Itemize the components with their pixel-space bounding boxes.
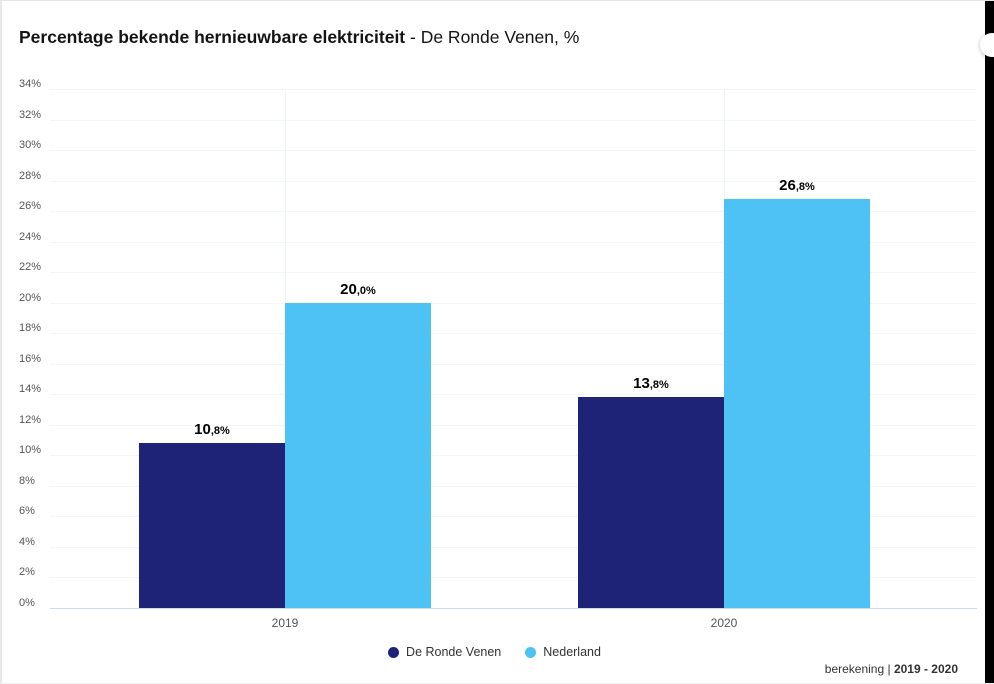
gridline (50, 333, 977, 335)
gridline (50, 272, 977, 274)
y-axis-tick-label: 4% (19, 535, 35, 548)
x-axis-line (50, 608, 977, 609)
bar-value-label: 10,8% (194, 421, 230, 439)
y-axis-tick-label: 2% (19, 566, 35, 579)
legend: De Ronde Venen Nederland (2, 645, 987, 659)
chart-title: Percentage bekende hernieuwbare elektric… (19, 27, 579, 48)
gridline (50, 211, 977, 213)
gridline (50, 546, 977, 548)
y-axis-tick-label: 6% (19, 505, 35, 518)
y-axis-tick-label: 14% (19, 383, 42, 396)
y-axis-tick-label: 8% (19, 474, 35, 487)
y-axis-tick-label: 34% (19, 78, 42, 90)
gridline (50, 302, 977, 304)
y-axis-tick-label: 10% (19, 444, 42, 457)
source-note: berekening | 2019 - 2020 (825, 662, 958, 676)
y-axis-tick-label: 0% (19, 597, 35, 609)
gridline (50, 455, 977, 457)
page-right-edge (985, 1, 994, 683)
x-axis-label-2020: 2020 (710, 616, 738, 630)
y-axis-tick-label: 12% (19, 413, 42, 426)
legend-dot (525, 646, 537, 658)
y-axis-tick-label: 28% (19, 169, 42, 182)
bar-value-label: 20,0% (340, 280, 376, 298)
gridline (50, 485, 977, 487)
y-axis-tick-label: 16% (19, 352, 42, 365)
y-axis-tick-label: 26% (19, 200, 42, 213)
gridline (50, 363, 977, 365)
floating-circle-button[interactable] (980, 33, 994, 57)
gridline (50, 577, 977, 579)
bar-de-ronde-venen-2020[interactable] (578, 397, 724, 608)
bar-nederland-2020[interactable] (724, 198, 870, 608)
legend-item-nederland[interactable]: Nederland (525, 645, 601, 659)
y-axis-tick-label: 24% (19, 230, 42, 243)
bar-value-label: 26,8% (779, 176, 815, 194)
y-axis-tick-label: 32% (19, 108, 42, 121)
gridline (50, 119, 977, 121)
gridline (50, 89, 977, 90)
legend-label: De Ronde Venen (406, 645, 502, 659)
legend-dot (388, 646, 400, 658)
legend-item-de-ronde-venen[interactable]: De Ronde Venen (388, 645, 501, 659)
gridline (50, 424, 977, 426)
bar-value-label: 13,8% (633, 375, 669, 393)
gridline (50, 150, 977, 152)
gridline (50, 241, 977, 243)
gridline (50, 180, 977, 182)
bar-de-ronde-venen-2019[interactable] (139, 443, 285, 608)
x-axis-label-2019: 2019 (271, 616, 299, 630)
y-axis-tick-label: 30% (19, 139, 42, 152)
bar-nederland-2019[interactable] (285, 302, 431, 608)
chart-title-region: - De Ronde Venen, % (405, 27, 580, 47)
gridline (50, 516, 977, 518)
chart-title-main: Percentage bekende hernieuwbare elektric… (19, 27, 406, 47)
legend-label: Nederland (543, 645, 601, 659)
y-axis-tick-label: 20% (19, 291, 42, 304)
gridline (50, 394, 977, 396)
y-axis-tick-label: 18% (19, 322, 42, 335)
source-period: 2019 - 2020 (893, 662, 958, 676)
y-axis-tick-label: 22% (19, 261, 42, 274)
source-label: berekening | (824, 662, 894, 676)
